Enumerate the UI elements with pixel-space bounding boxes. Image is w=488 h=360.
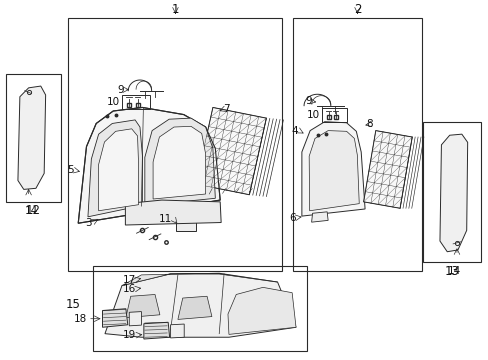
Text: 6: 6 — [288, 213, 295, 223]
Polygon shape — [125, 200, 221, 225]
Polygon shape — [99, 129, 138, 211]
Polygon shape — [363, 131, 411, 208]
Polygon shape — [78, 107, 220, 223]
Polygon shape — [439, 134, 467, 252]
Text: 4: 4 — [291, 126, 297, 136]
Bar — [423, 122, 480, 262]
Text: 5: 5 — [66, 165, 73, 175]
Bar — [322, 108, 346, 122]
Polygon shape — [153, 126, 205, 199]
Polygon shape — [227, 287, 295, 334]
Text: 18: 18 — [74, 314, 87, 324]
Bar — [122, 95, 150, 109]
Polygon shape — [170, 324, 184, 338]
Text: 16: 16 — [122, 284, 135, 294]
Bar — [68, 18, 282, 271]
Text: 19: 19 — [122, 330, 135, 341]
Polygon shape — [18, 86, 45, 189]
Text: 10: 10 — [306, 109, 319, 120]
Bar — [292, 18, 421, 271]
Polygon shape — [88, 120, 142, 217]
Polygon shape — [308, 131, 359, 211]
Polygon shape — [125, 294, 160, 318]
Text: 2: 2 — [353, 3, 361, 16]
Polygon shape — [311, 212, 327, 222]
Text: 14: 14 — [24, 206, 38, 216]
Text: 14: 14 — [447, 266, 460, 276]
Polygon shape — [178, 296, 211, 319]
Text: 10: 10 — [107, 97, 120, 107]
Polygon shape — [143, 322, 169, 339]
Polygon shape — [196, 107, 266, 195]
Text: 8: 8 — [366, 119, 372, 129]
Polygon shape — [301, 122, 365, 216]
Text: 3: 3 — [84, 217, 91, 228]
Text: 1: 1 — [171, 3, 179, 16]
Text: 17: 17 — [122, 275, 135, 285]
Text: 13: 13 — [444, 265, 459, 278]
Text: 9: 9 — [305, 96, 311, 106]
Text: 7: 7 — [222, 104, 229, 114]
Text: 15: 15 — [65, 298, 81, 311]
Polygon shape — [122, 273, 277, 285]
Polygon shape — [105, 274, 295, 337]
Text: 12: 12 — [26, 204, 41, 217]
Text: 9: 9 — [118, 85, 124, 95]
Polygon shape — [102, 309, 127, 327]
Bar — [6, 73, 61, 202]
Polygon shape — [144, 118, 215, 206]
Bar — [176, 204, 196, 231]
Bar — [93, 266, 306, 351]
Text: 11: 11 — [159, 214, 172, 224]
Polygon shape — [129, 312, 141, 326]
